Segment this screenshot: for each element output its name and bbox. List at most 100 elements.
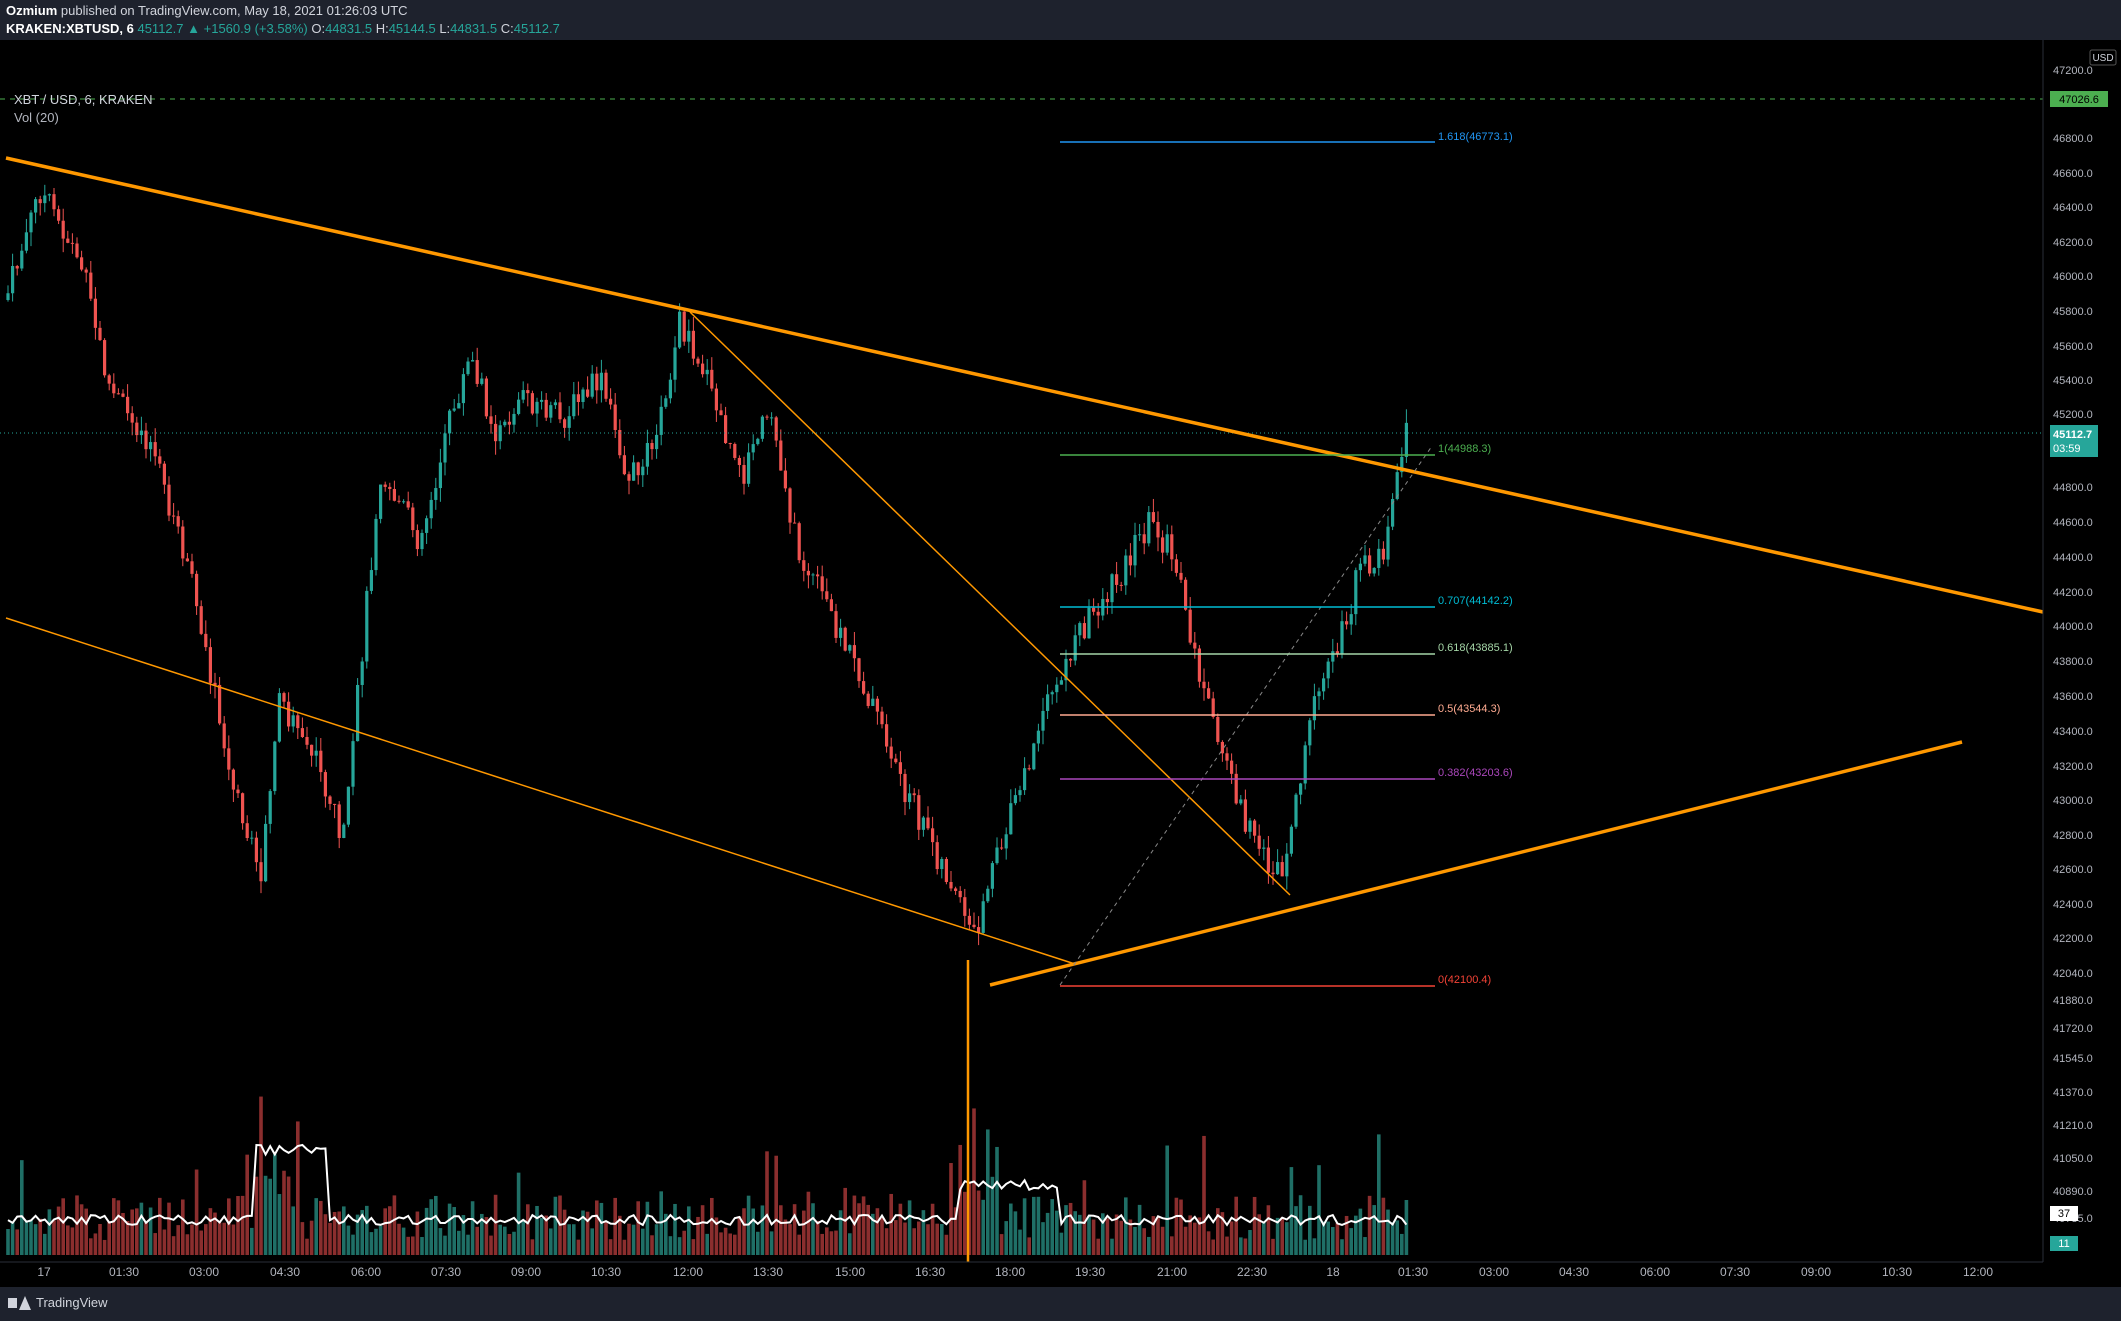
candle-body [705, 369, 709, 375]
price-tick: 44800.0 [2053, 482, 2093, 494]
candle-body [1253, 820, 1257, 836]
candle-body [402, 501, 406, 503]
price-chart[interactable]: 1.618(46773.1) 1(44988.3) 0.707(44142.2)… [0, 40, 2121, 1301]
candle-body [1151, 512, 1155, 522]
volume-series [6, 1096, 1409, 1255]
volume-bar [125, 1221, 130, 1255]
candle-body [1372, 567, 1376, 574]
chart-pane[interactable]: 1.618(46773.1) 1(44988.3) 0.707(44142.2)… [0, 40, 2121, 1301]
candle-body [1294, 794, 1298, 827]
fib-trend-line[interactable] [1059, 445, 1433, 986]
candle-body [1147, 512, 1151, 544]
volume-bar [774, 1155, 778, 1255]
volume-bar [84, 1208, 88, 1255]
volume-bar [148, 1207, 153, 1255]
candle-body [438, 462, 442, 489]
candle-body [682, 311, 686, 342]
candle-body [1064, 658, 1068, 681]
volume-bar [917, 1221, 921, 1255]
channel-line-lower[interactable] [5, 617, 1076, 965]
candle-body [1069, 658, 1073, 661]
time-tick: 09:00 [1801, 1265, 1831, 1279]
volume-bar [889, 1193, 893, 1255]
volume-bar [20, 1160, 24, 1255]
volume-bar [737, 1216, 742, 1255]
volume-bar [424, 1207, 429, 1255]
candle-body [737, 457, 741, 466]
volume-bar [374, 1228, 378, 1255]
volume-bar [231, 1224, 236, 1255]
candle-body [360, 661, 364, 685]
candle-body [374, 518, 378, 571]
volume-bar [240, 1195, 245, 1255]
candle-body [1381, 548, 1385, 560]
tradingview-brand[interactable]: TradingView [8, 1295, 108, 1310]
series-legend[interactable]: XBT / USD, 6, KRAKEN [14, 92, 153, 107]
candle-body [1243, 799, 1247, 832]
volume-bar [903, 1222, 907, 1255]
volume-bar [480, 1213, 484, 1255]
volume-bar [875, 1208, 880, 1255]
candle-body [544, 399, 548, 418]
publisher-name[interactable]: Ozmium [6, 3, 58, 18]
currency-label[interactable]: USD [2092, 53, 2113, 64]
volume-bar [788, 1224, 792, 1255]
volume-bar [61, 1198, 65, 1255]
close-value: 45112.7 [513, 21, 560, 36]
volume-bar [181, 1199, 185, 1255]
volume-value: 11 [2058, 1238, 2069, 1250]
volume-bar [369, 1232, 374, 1255]
volume-bar [1275, 1217, 1280, 1255]
candle-body [190, 561, 194, 574]
candle-body [1317, 691, 1321, 697]
candle-body [254, 837, 258, 863]
volume-bar [236, 1196, 240, 1255]
volume-legend[interactable]: Vol (20) [14, 110, 59, 125]
candle-body [1142, 534, 1146, 544]
fib-retracement[interactable]: 1.618(46773.1) 1(44988.3) 0.707(44142.2)… [1060, 131, 1513, 987]
volume-bar [47, 1209, 52, 1255]
volume-bar [10, 1221, 15, 1255]
volume-bar [866, 1204, 870, 1255]
candle-body [1018, 790, 1022, 796]
volume-bar [806, 1191, 811, 1255]
candle-body [530, 393, 534, 414]
candle-body [1312, 696, 1316, 721]
volume-bar [70, 1227, 75, 1255]
candle-body [181, 526, 185, 559]
volume-bar [254, 1176, 259, 1255]
time-tick: 07:30 [1720, 1265, 1750, 1279]
price-axis[interactable]: USD 47200.0 46800.0 46600.0 46400.0 46200.0 4… [2042, 40, 2121, 1262]
time-tick: 18:00 [995, 1265, 1025, 1279]
published-text: published on TradingView.com, May 18, 20… [60, 3, 408, 18]
lower-trendline[interactable] [989, 740, 1963, 987]
candle-body [885, 724, 889, 747]
candle-body [829, 599, 833, 612]
candle-body [466, 361, 470, 375]
volume-bar [820, 1233, 824, 1255]
volume-bar [56, 1206, 61, 1255]
time-tick: 06:00 [351, 1265, 381, 1279]
upper-trendline[interactable] [5, 156, 2044, 614]
candle-body [392, 488, 396, 501]
volume-bar [696, 1216, 700, 1255]
candle-body [1156, 521, 1160, 538]
price-tick: 43600.0 [2053, 691, 2093, 703]
volume-bar [539, 1218, 544, 1255]
candle-body [871, 698, 875, 706]
channel-line-upper[interactable] [689, 311, 1291, 896]
price-tick: 44200.0 [2053, 587, 2093, 599]
time-axis[interactable]: 17 01:30 03:00 04:30 06:00 07:30 09:00 10:30 12:… [0, 1261, 2043, 1279]
volume-bar [765, 1151, 769, 1255]
volume-bar [489, 1235, 493, 1255]
candle-body [655, 434, 659, 450]
candle-body [958, 890, 962, 898]
candle-body [434, 488, 438, 500]
candle-body [43, 195, 47, 204]
candle-body [894, 758, 898, 763]
volume-bar [848, 1233, 852, 1255]
volume-bar [562, 1209, 567, 1255]
volume-bar [1326, 1221, 1330, 1255]
volume-bar [185, 1234, 190, 1255]
volume-bar [1050, 1199, 1054, 1255]
